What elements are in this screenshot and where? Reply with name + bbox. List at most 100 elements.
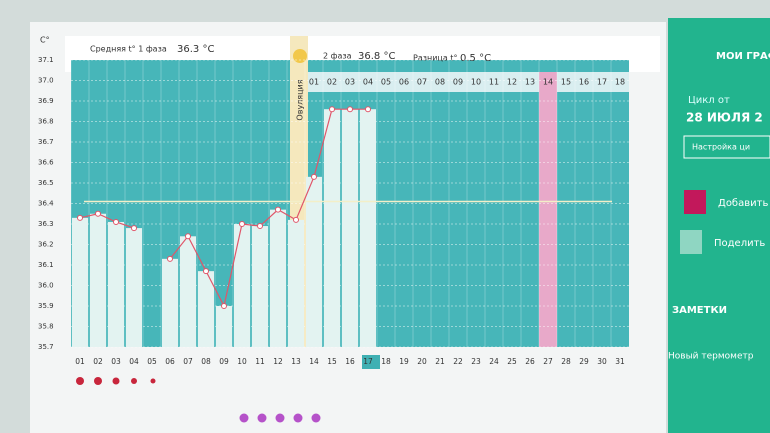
x-tick-label: 27 (543, 357, 553, 366)
bar (216, 306, 232, 347)
y-tick-label: 36.3 (38, 220, 54, 228)
point (311, 173, 317, 180)
phase2-day-label: 03 (345, 78, 355, 87)
y-tick-label: 36.5 (38, 179, 54, 187)
sidebar-title[interactable]: МОИ ГРАФ (716, 51, 770, 62)
bar (126, 228, 142, 347)
bar (360, 109, 376, 347)
x-tick-label: 26 (525, 357, 535, 366)
ovulation-icon (293, 49, 307, 63)
x-tick-label: 29 (579, 357, 589, 366)
x-tick-label: 02 (93, 357, 103, 366)
drops (76, 377, 156, 385)
share-icon[interactable] (680, 230, 702, 254)
bar (90, 213, 106, 347)
bar (342, 109, 358, 347)
phase2-day-label: 07 (417, 78, 427, 87)
sidebar: МОИ ГРАФ Цикл от 28 ИЮЛЯ 2 Настройка ци … (668, 18, 770, 433)
phase2-day-label: 11 (489, 78, 499, 87)
phase2-day-label: 01 (309, 78, 319, 87)
diff-value: 0.5 °C (460, 53, 491, 64)
x-tick-label: 19 (399, 357, 409, 366)
phase2-day-label: 14 (543, 78, 553, 87)
x-tick-label: 04 (129, 357, 139, 366)
point (185, 233, 191, 240)
ovulation-label: Овуляция (296, 79, 305, 120)
bar (252, 226, 268, 347)
y-tick-label: 36.7 (38, 138, 54, 146)
y-tick-label: 36.4 (38, 200, 54, 208)
phase2-day-label: 09 (453, 78, 463, 87)
y-tick-label: 36.2 (38, 241, 54, 249)
x-tick-label: 30 (597, 357, 607, 366)
settings-text[interactable]: Настройка ци (692, 143, 750, 152)
phase2-day-label: 02 (327, 78, 337, 87)
x-tick-label: 16 (345, 357, 355, 366)
y-tick-label: 36.6 (38, 159, 54, 167)
point (365, 106, 371, 113)
phase1-avg: 36.3 °C (177, 44, 214, 55)
x-tick-label: 20 (417, 357, 427, 366)
y-tick-label: 36.0 (38, 282, 54, 290)
x-tick-label: 15 (327, 357, 337, 366)
point (329, 106, 335, 113)
bar (234, 224, 250, 347)
point (113, 218, 119, 225)
phase2-day-label: 17 (597, 78, 607, 87)
bar (306, 176, 322, 347)
point (131, 225, 137, 232)
add-text[interactable]: Добавить (718, 198, 768, 209)
x-tick-label: 10 (237, 357, 247, 366)
phase2-day-label: 16 (579, 78, 589, 87)
bar (162, 258, 178, 347)
x-tick-label: 23 (471, 357, 481, 366)
x-tick-label: 01 (75, 357, 85, 366)
x-tick-label: 28 (561, 357, 571, 366)
cycle-date: 28 ИЮЛЯ 2 (686, 111, 763, 125)
point (167, 255, 173, 262)
phase2-day-label: 06 (399, 78, 409, 87)
bar (198, 271, 214, 347)
x-tick-label: 09 (219, 357, 229, 366)
marked-day (539, 72, 557, 347)
phase2-day-label: 08 (435, 78, 445, 87)
point (275, 206, 281, 213)
x-tick-label: 17 (363, 357, 373, 366)
note-text[interactable]: Новый термометр (668, 352, 754, 362)
phase2-day-label: 15 (561, 78, 571, 87)
phase2-day-label: 13 (525, 78, 535, 87)
x-tick-label: 24 (489, 357, 499, 366)
settings-button[interactable] (683, 135, 770, 159)
y-tick-label: 36.1 (38, 261, 54, 269)
notes-title: ЗАМЕТКИ (672, 305, 727, 316)
bar (270, 209, 286, 347)
bar (180, 236, 196, 347)
bar (324, 109, 340, 347)
cycle-label: Цикл от (688, 95, 730, 106)
x-tick-label: 31 (615, 357, 625, 366)
x-tick-label: 12 (273, 357, 283, 366)
y-tick-label: 37.1 (38, 56, 54, 64)
bar (108, 221, 124, 347)
x-tick-label: 22 (453, 357, 463, 366)
point (95, 210, 101, 217)
phase2-day-label: 12 (507, 78, 517, 87)
add-icon[interactable] (684, 190, 706, 214)
x-tick-label: 25 (507, 357, 517, 366)
bar (72, 217, 88, 347)
x-tick-label: 18 (381, 357, 391, 366)
phase2-avg: 36.8 °C (358, 51, 395, 62)
point (203, 268, 209, 275)
x-tick-label: 11 (255, 357, 265, 366)
today-cell (362, 355, 380, 369)
x-tick-label: 07 (183, 357, 193, 366)
phase2-label: 2 фаза (323, 52, 352, 61)
y-axis-label: C° (40, 36, 50, 45)
point (257, 223, 263, 230)
x-tick-label: 06 (165, 357, 175, 366)
point (293, 216, 299, 223)
y-tick-label: 36.9 (38, 97, 54, 105)
x-tick-label: 05 (147, 357, 157, 366)
share-text[interactable]: Поделить (714, 238, 765, 249)
x-tick-label: 13 (291, 357, 301, 366)
